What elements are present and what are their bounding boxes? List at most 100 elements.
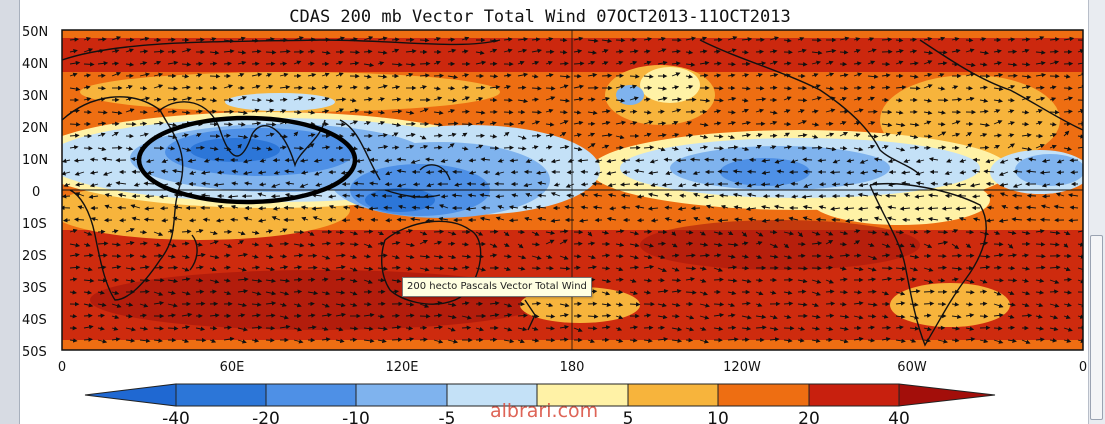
wind-arrow (223, 146, 232, 151)
wind-arrow (475, 144, 484, 149)
wind-arrow (447, 85, 456, 91)
wind-arrow (1021, 132, 1032, 138)
wind-arrow (979, 50, 989, 55)
wind-arrow (370, 193, 379, 198)
wind-arrow (959, 170, 967, 175)
wind-arrow (242, 170, 253, 176)
wind-arrow (531, 60, 540, 66)
wind-arrow (195, 109, 203, 114)
wind-arrow (1049, 110, 1060, 115)
wind-arrow (559, 50, 568, 55)
wind-arrow (727, 96, 737, 102)
wind-arrow (573, 36, 584, 42)
wind-arrow (237, 50, 247, 55)
wind-arrow (497, 158, 505, 163)
wind-arrow (307, 277, 316, 282)
wind-arrow (601, 132, 613, 138)
wind-arrow (559, 132, 567, 137)
wind-arrow (923, 301, 935, 306)
wind-arrow (447, 74, 459, 80)
wind-arrow (802, 157, 813, 162)
wind-arrow (979, 98, 989, 103)
wind-arrow (853, 108, 864, 113)
wind-arrow (433, 145, 443, 150)
wind-arrow (363, 120, 371, 126)
wind-arrow (143, 217, 155, 222)
wind-arrow (923, 120, 932, 125)
wind-arrow (699, 145, 709, 150)
wind-arrow (649, 159, 659, 164)
wind-arrow (97, 61, 109, 66)
wind-arrow (951, 97, 963, 102)
wind-arrow (783, 132, 790, 137)
lon-label: 0 (58, 360, 66, 375)
wind-arrow (983, 169, 995, 174)
wind-arrow (719, 193, 729, 198)
wind-arrow (979, 62, 988, 67)
wind-arrow (587, 38, 599, 43)
wind-arrow (111, 110, 123, 116)
wind-arrow (803, 183, 813, 188)
wind-arrow (537, 193, 547, 198)
wind-arrow (1063, 146, 1072, 152)
wind-arrow (419, 85, 427, 90)
wind-arrow (517, 60, 525, 66)
wind-arrow (867, 85, 876, 90)
wind-arrow (881, 132, 891, 137)
wind-arrow (293, 85, 303, 90)
wind-arrow (69, 60, 81, 66)
wind-arrow (83, 62, 95, 67)
lat-label: 0 (32, 185, 40, 200)
wind-arrow (593, 193, 603, 198)
wind-arrow (111, 61, 120, 66)
wind-arrow (881, 85, 891, 90)
wind-arrow (425, 170, 435, 175)
wind-arrow (377, 97, 385, 102)
wind-arrow (111, 36, 122, 41)
wind-arrow (606, 170, 617, 176)
wind-arrow (671, 146, 679, 151)
wind-arrow (321, 145, 331, 150)
wind-arrow (671, 133, 680, 138)
figure-title: CDAS 200 mb Vector Total Wind 07OCT2013-… (289, 7, 791, 27)
wind-arrow (923, 60, 933, 65)
wind-arrow (930, 181, 939, 187)
wind-arrow (139, 132, 149, 137)
wind-arrow (657, 147, 666, 152)
wind-arrow (727, 36, 738, 41)
wind-arrow (559, 109, 568, 115)
colorbar-right-arrow (898, 383, 996, 407)
wind-arrow (704, 182, 715, 187)
colorbar-segment (808, 383, 900, 407)
wind-arrow (237, 110, 248, 115)
wind-arrow (363, 74, 372, 79)
wind-arrow (1012, 183, 1023, 188)
lat-label: 30S (22, 281, 47, 296)
wind-arrow (567, 158, 575, 163)
wind-arrow (965, 62, 976, 68)
wind-arrow (251, 121, 262, 126)
wind-arrow (803, 169, 813, 174)
wind-arrow (553, 182, 561, 187)
wind-arrow (419, 108, 429, 113)
wind-arrow (1069, 158, 1079, 163)
wind-arrow (83, 48, 94, 53)
wind-arrow (661, 182, 673, 188)
colorbar-label: -40 (162, 409, 190, 424)
scrollbar-thumb[interactable] (1090, 235, 1103, 420)
wind-arrow (853, 61, 862, 66)
wind-arrow (727, 120, 736, 126)
wind-arrow (839, 121, 847, 126)
wind-arrow (937, 265, 947, 270)
wind-arrow (797, 98, 808, 103)
wind-arrow (440, 194, 449, 199)
wind-arrow (125, 85, 133, 90)
wind-arrow (993, 278, 1004, 283)
wind-arrow (685, 97, 697, 102)
wind-arrow (313, 158, 323, 163)
wind-arrow (293, 96, 304, 101)
wind-arrow (509, 158, 519, 163)
lat-label: 10S (22, 217, 47, 232)
wind-arrow (285, 181, 295, 186)
wind-arrow (657, 277, 665, 283)
